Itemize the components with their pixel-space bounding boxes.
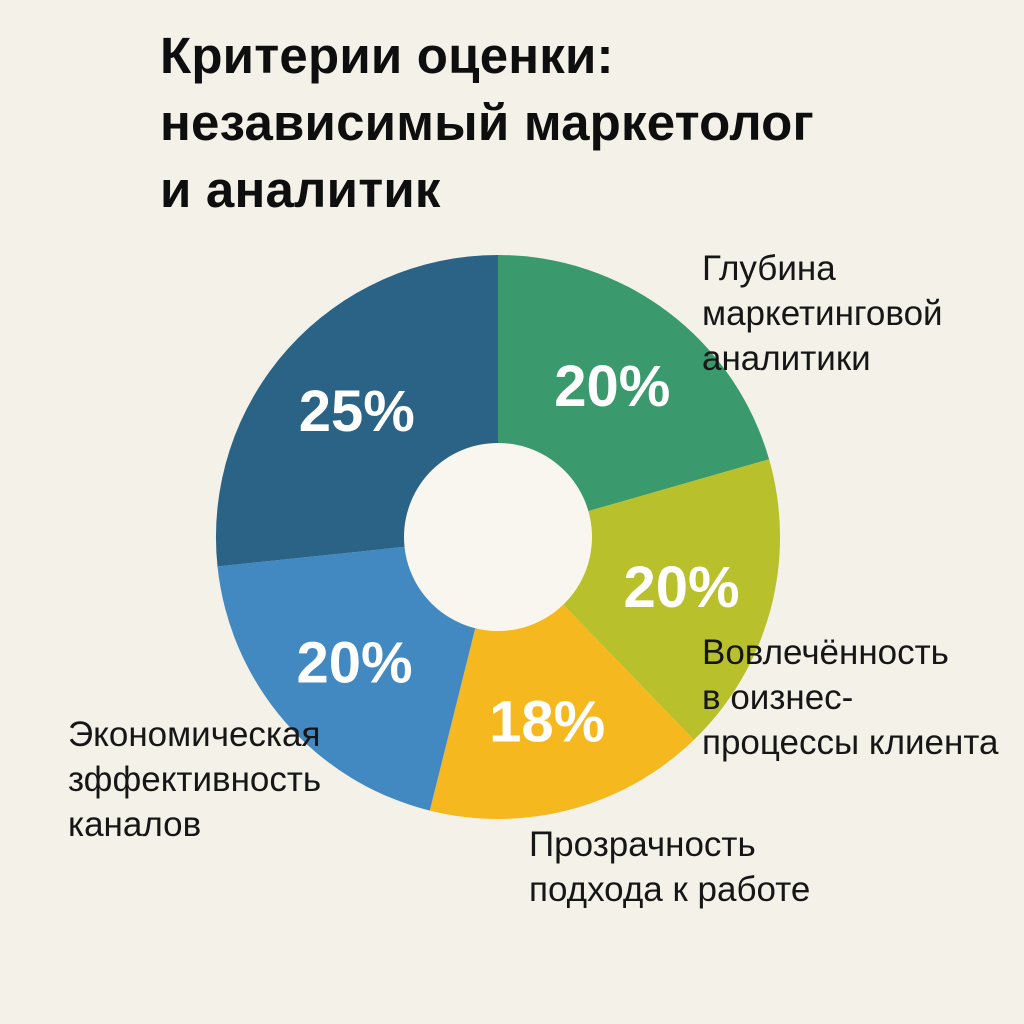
pie-slice-value-label-3: 20%: [297, 631, 413, 696]
page-title: Критерии оценки: независимый маркетолог …: [160, 27, 814, 218]
pie-slice-3: [217, 537, 498, 811]
pie-slice-value-label-0: 20%: [554, 354, 670, 419]
pie-slice-0: [498, 255, 770, 537]
slice-label-economic-efficiency: Экономическая зффективность каналов: [68, 715, 322, 844]
pie-slice-value-label-4: 25%: [299, 379, 415, 444]
slice-label-work-transparency: Прозрачность подхода к работе: [529, 825, 811, 909]
donut-hole: [404, 443, 592, 631]
slice-label-client-involvement: Вовлечённость в оизнес- процессы клиента: [702, 633, 999, 762]
pie-slice-value-label-1: 20%: [623, 555, 739, 620]
pie-slice-value-label-2: 18%: [489, 689, 605, 754]
slice-label-analytics-depth: Глубина маркетинговой аналитики: [702, 249, 943, 378]
